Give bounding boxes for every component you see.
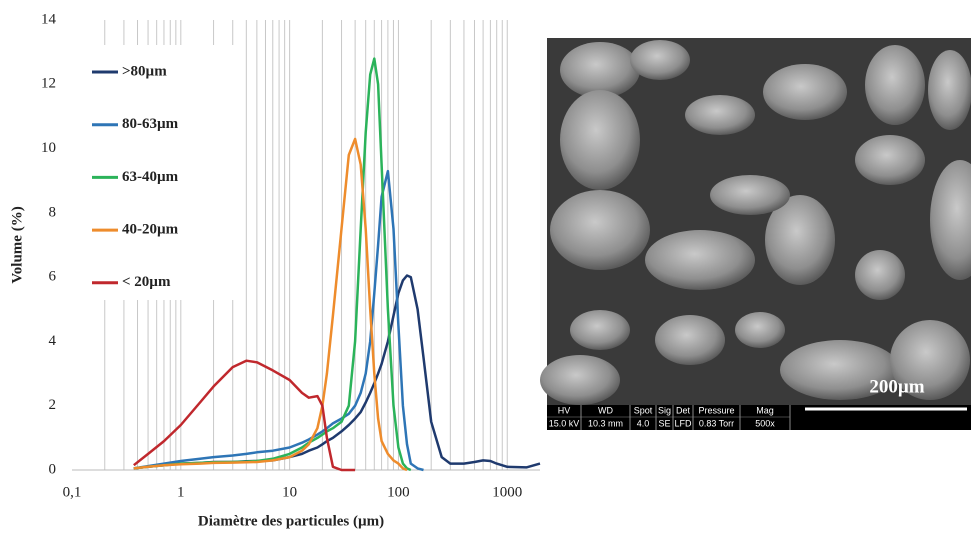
info-header: Det <box>676 405 691 415</box>
info-header: Spot <box>634 405 653 415</box>
scale-label: 200µm <box>869 376 924 397</box>
y-tick-label: 12 <box>41 76 56 92</box>
y-tick-label: 6 <box>49 269 57 285</box>
plot-area: 0 2 4 6 8 10 12 14 0,1 1 10 100 1000 Diamètre des par… <box>9 11 541 529</box>
info-header: HV <box>558 405 571 415</box>
info-header: Sig <box>658 405 671 415</box>
info-value: 10.3 mm <box>588 418 623 428</box>
y-axis-title: Volume (%) <box>9 206 25 283</box>
legend-label: >80µm <box>122 63 167 79</box>
y-tick-label: 4 <box>49 333 57 349</box>
series-line <box>133 169 424 472</box>
info-value: 15.0 kV <box>549 418 580 428</box>
x-tick-label: 10 <box>282 484 297 500</box>
legend-label: 80-63µm <box>122 116 179 132</box>
info-value: 4.0 <box>637 418 650 428</box>
legend-label: 40-20µm <box>122 222 179 238</box>
series-line <box>133 274 541 470</box>
y-tick-label: 14 <box>41 11 57 27</box>
x-tick-label: 1000 <box>492 484 522 500</box>
info-value: 500x <box>755 418 775 428</box>
info-value: LFD <box>674 418 692 428</box>
legend-label: < 20µm <box>122 274 171 290</box>
info-value: 0.83 Torr <box>699 418 734 428</box>
y-tick-label: 8 <box>49 204 57 220</box>
y-tick-label: 2 <box>49 397 57 413</box>
x-tick-label: 1 <box>177 484 185 500</box>
x-tick-label: 100 <box>387 484 410 500</box>
legend-label: 63-40µm <box>122 169 179 185</box>
info-header: WD <box>598 405 613 415</box>
series-line <box>133 359 356 472</box>
series-line <box>133 137 408 472</box>
info-header: Mag <box>756 405 774 415</box>
x-axis-title: Diamètre des particules (µm) <box>198 513 384 529</box>
info-header: Pressure <box>698 405 734 415</box>
sem-image: 200µm HV 15.0 kV WD 10.3 mm Spot 4.0 Sig SE Det L… <box>540 38 971 430</box>
y-tick-label: 10 <box>41 140 56 156</box>
x-tick-label: 0,1 <box>63 484 82 500</box>
legend-box <box>84 45 234 300</box>
info-value: SE <box>658 418 670 428</box>
y-tick-label: 0 <box>49 461 57 477</box>
particles <box>540 40 971 405</box>
